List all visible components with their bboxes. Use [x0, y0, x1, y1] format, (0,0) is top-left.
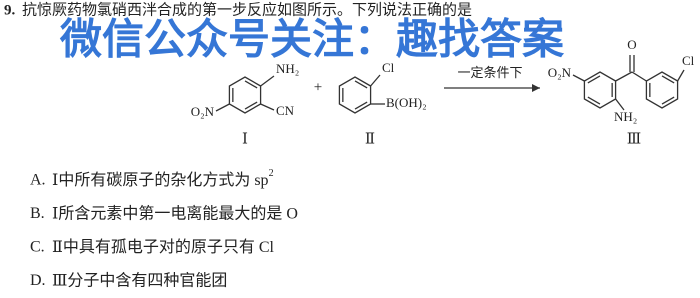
option-text: Ⅰ中所有碳原子的杂化方式为 sp2: [52, 168, 274, 188]
amino-label: NH₂: [614, 109, 637, 124]
double-bond: [354, 101, 368, 110]
bond: [615, 71, 633, 82]
benzene-ring: [583, 71, 617, 109]
superscript: 2: [269, 168, 274, 179]
option-body: Ⅱ中具有孤电子对的原子只有 Cl: [52, 238, 275, 256]
option-text: Ⅲ分子中含有四种官能团: [52, 271, 227, 289]
double-bond: [661, 75, 675, 84]
option-body: Ⅲ分子中含有四种官能团: [52, 271, 227, 289]
oxygen-label: O: [627, 37, 636, 52]
nitro-label: O₂N: [191, 104, 215, 119]
question-text: 抗惊厥药物氯硝西泮合成的第一步反应如图所示。下列说法正确的是: [22, 0, 472, 18]
double-bond: [587, 75, 601, 84]
bond: [215, 103, 230, 112]
chloro-label: Cl: [382, 60, 395, 75]
option-text: Ⅱ中具有孤电子对的原子只有 Cl: [52, 238, 275, 256]
boronic-label: B(OH)₂: [386, 95, 427, 110]
chloro-label: Cl: [682, 53, 695, 68]
plus: +: [314, 79, 322, 95]
option-letter: A.: [30, 172, 46, 189]
option-body: Ⅰ中所有碳原子的杂化方式为 sp: [52, 171, 269, 189]
compound-label: Ⅲ: [627, 131, 641, 147]
nitro-label: O₂N: [548, 65, 572, 80]
double-bond: [587, 96, 601, 105]
condition: 一定条件下: [457, 65, 522, 80]
options: A. Ⅰ中所有碳原子的杂化方式为 sp2 B. Ⅰ所含元素中第一电离能最大的是 O C.…: [30, 168, 298, 289]
benzene-ring: [338, 76, 372, 114]
cyano-label: CN: [276, 103, 295, 118]
compound-label: Ⅰ: [242, 131, 248, 147]
bond: [370, 74, 381, 87]
bond: [631, 71, 647, 82]
watermark: 微信公众号关注：趣找答案: [59, 15, 565, 64]
question-number: 9.: [4, 2, 16, 18]
bond: [260, 103, 275, 111]
benzene-ring: [228, 76, 262, 114]
double-bond: [244, 80, 258, 89]
compound-label: Ⅱ: [365, 131, 375, 147]
option-letter: D.: [30, 272, 46, 289]
double-bond: [354, 80, 368, 89]
option-letter: B.: [30, 205, 45, 222]
option-text: Ⅰ所含元素中第一电离能最大的是 O: [52, 204, 298, 222]
bond: [260, 75, 275, 87]
bond: [572, 74, 585, 82]
amino-label: NH₂: [276, 61, 299, 76]
bond: [677, 69, 685, 82]
option-letter: C.: [30, 239, 45, 256]
double-bond: [661, 96, 675, 105]
option-body: Ⅰ所含元素中第一电离能最大的是 O: [52, 204, 298, 222]
bond: [615, 98, 625, 111]
arrow-head: [532, 84, 540, 92]
double-bond: [244, 101, 258, 110]
benzene-ring: [645, 71, 679, 109]
